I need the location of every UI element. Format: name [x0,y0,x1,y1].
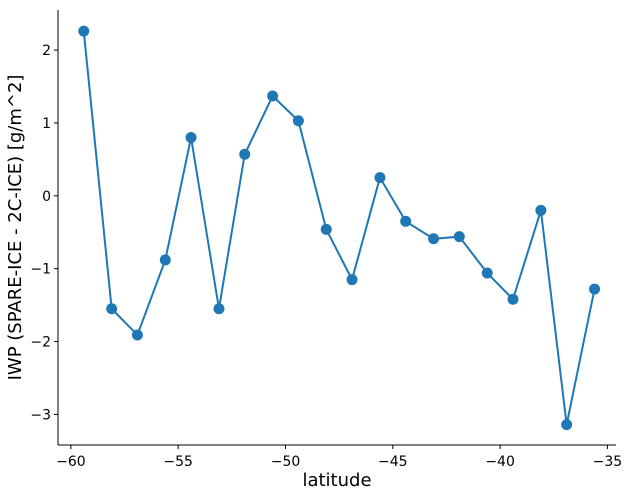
x-tick-label: −40 [485,454,515,470]
y-tick-label: 0 [42,189,51,205]
data-point [185,132,197,144]
x-axis-ticks: −60 −55 −50 −45 −40 −35 [56,445,622,470]
data-point [507,293,519,305]
data-point [400,215,412,227]
data-point [428,233,440,245]
y-axis-ticks: 2 1 0 −1 −2 −3 [30,43,58,423]
data-point [374,172,386,184]
y-tick-label: 2 [42,43,51,59]
data-point [589,283,601,295]
y-axis-label: IWP (SPARE-ICE - 2C-ICE) [g/m^2] [5,75,26,381]
x-tick-label: −60 [56,454,86,470]
data-point [213,303,225,315]
data-point [292,115,304,127]
data-point [131,329,143,341]
plot-area [78,25,601,431]
data-point [320,223,332,235]
data-point [159,254,171,266]
data-point [239,148,251,160]
x-tick-label: −45 [378,454,408,470]
x-tick-label: −55 [163,454,193,470]
x-tick-label: −50 [271,454,301,470]
x-axis-label: latitude [302,470,371,491]
y-tick-label: −3 [30,407,51,423]
y-tick-label: −1 [30,262,51,278]
data-point [78,25,90,37]
data-point [561,419,573,431]
y-tick-label: −2 [30,335,51,351]
y-tick-label: 1 [42,116,51,132]
data-point [535,204,547,216]
data-point [453,231,465,243]
x-tick-label: −35 [593,454,623,470]
data-point [267,90,279,102]
data-point [106,303,118,315]
series-line [82,31,596,425]
data-point [346,274,358,286]
data-point [481,267,493,279]
